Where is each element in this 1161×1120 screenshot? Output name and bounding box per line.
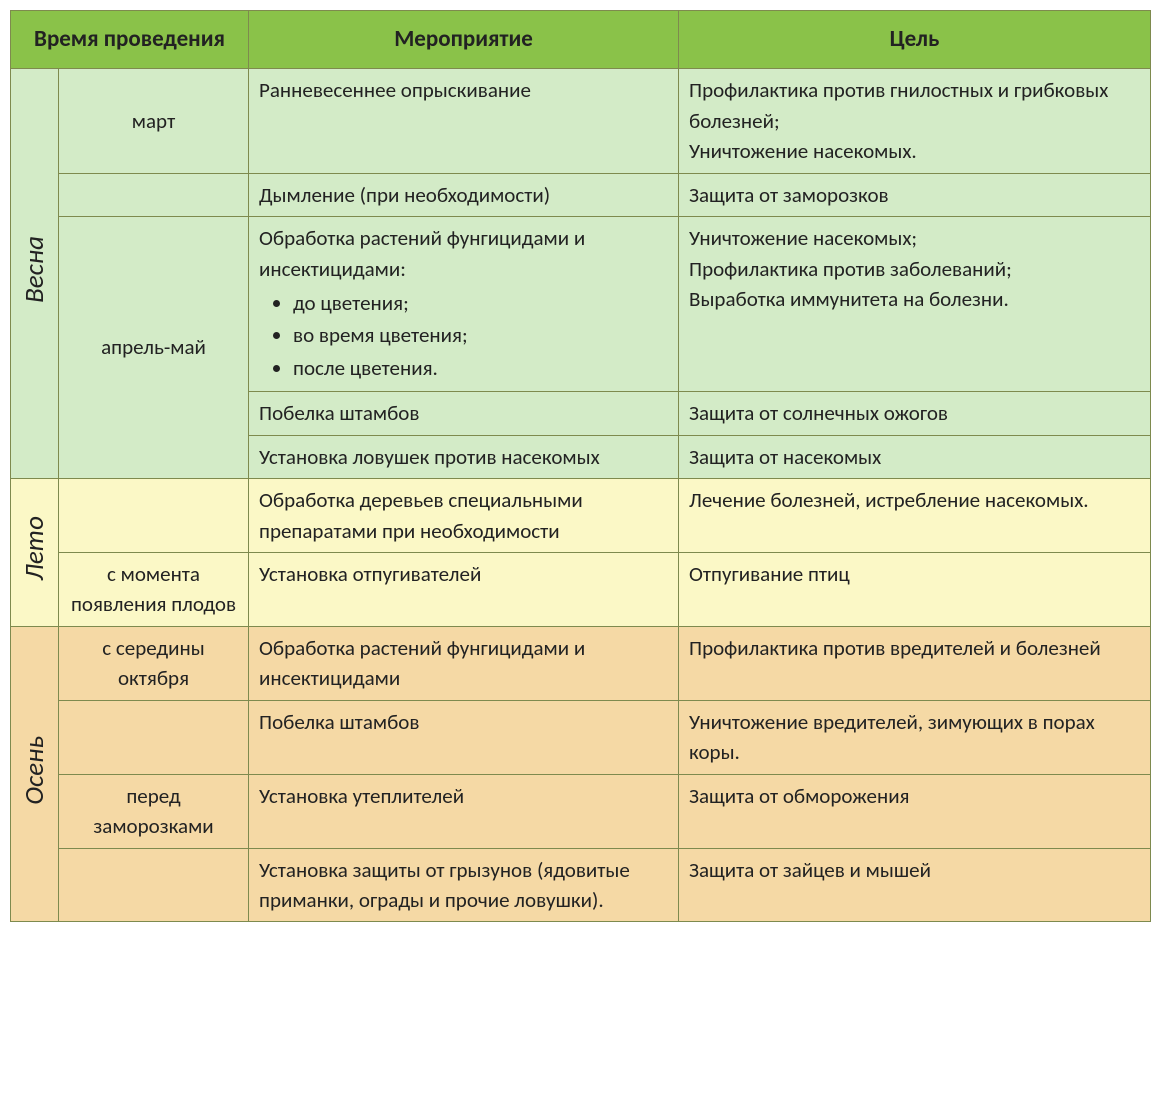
event-cell: Установка ловушек против насекомых xyxy=(249,435,679,478)
season-label: Осень xyxy=(15,736,54,805)
event-intro: Обработка растений фунгицидами и инсекти… xyxy=(259,225,585,281)
table-row: Побелка штамбов Уничтожение вредителей, … xyxy=(11,700,1151,774)
month-cell xyxy=(59,479,249,553)
goal-cell: Защита от насекомых xyxy=(679,435,1151,478)
table-row: Установка защиты от грызунов (ядовитые п… xyxy=(11,848,1151,922)
bullet: до цветения; xyxy=(293,288,668,318)
event-cell: Обработка растений фунгицидами и инсекти… xyxy=(249,217,679,392)
goal-cell: Уничтожение вредителей, зимующих в порах… xyxy=(679,700,1151,774)
event-cell: Обработка растений фунгицидами и инсекти… xyxy=(249,626,679,700)
table-row: перед заморозками Установка утеплителей … xyxy=(11,774,1151,848)
event-cell: Установка утеплителей xyxy=(249,774,679,848)
col-header-event: Мероприятие xyxy=(249,11,679,69)
schedule-table: Время проведения Мероприятие Цель Весна … xyxy=(10,10,1151,922)
table-row: Весна март Ранневесеннее опрыскивание Пр… xyxy=(11,69,1151,173)
month-cell: с момента появления плодов xyxy=(59,553,249,627)
event-cell: Побелка штамбов xyxy=(249,392,679,435)
event-cell: Побелка штамбов xyxy=(249,700,679,774)
col-header-goal: Цель xyxy=(679,11,1151,69)
month-cell: перед заморозками xyxy=(59,774,249,848)
bullet: во время цветения; xyxy=(293,320,668,350)
event-cell: Установка защиты от грызунов (ядовитые п… xyxy=(249,848,679,922)
table-row: Осень с середины октября Обработка расте… xyxy=(11,626,1151,700)
season-cell-spring: Весна xyxy=(11,69,59,479)
month-cell xyxy=(59,700,249,774)
event-cell: Ранневесеннее опрыскивание xyxy=(249,69,679,173)
goal-cell: Уничтожение насекомых; Профилактика прот… xyxy=(679,217,1151,392)
goal-cell: Лечение болезней, истребление насекомых. xyxy=(679,479,1151,553)
event-cell: Дымление (при необходимости) xyxy=(249,173,679,216)
goal-cell: Защита от обморожения xyxy=(679,774,1151,848)
season-cell-autumn: Осень xyxy=(11,626,59,922)
season-label: Весна xyxy=(15,236,54,303)
month-cell xyxy=(59,173,249,216)
goal-cell: Профилактика против гнилостных и грибков… xyxy=(679,69,1151,173)
month-cell: с середины октября xyxy=(59,626,249,700)
event-bullets: до цветения; во время цветения; после цв… xyxy=(259,288,668,383)
table-row: Дымление (при необходимости) Защита от з… xyxy=(11,173,1151,216)
goal-cell: Защита от зайцев и мышей xyxy=(679,848,1151,922)
goal-cell: Профилактика против вредителей и болезне… xyxy=(679,626,1151,700)
goal-cell: Отпугивание птиц xyxy=(679,553,1151,627)
season-cell-summer: Лето xyxy=(11,479,59,627)
col-header-time: Время проведения xyxy=(11,11,249,69)
month-cell xyxy=(59,848,249,922)
month-cell: март xyxy=(59,69,249,173)
table-row: с момента появления плодов Установка отп… xyxy=(11,553,1151,627)
table-row: апрель-май Обработка растений фунгицидам… xyxy=(11,217,1151,392)
season-label: Лето xyxy=(15,516,54,581)
table-row: Лето Обработка деревьев специальными пре… xyxy=(11,479,1151,553)
event-cell: Установка отпугивателей xyxy=(249,553,679,627)
month-cell: апрель-май xyxy=(59,217,249,479)
goal-cell: Защита от заморозков xyxy=(679,173,1151,216)
bullet: после цветения. xyxy=(293,353,668,383)
event-cell: Обработка деревьев специальными препарат… xyxy=(249,479,679,553)
goal-cell: Защита от солнечных ожогов xyxy=(679,392,1151,435)
